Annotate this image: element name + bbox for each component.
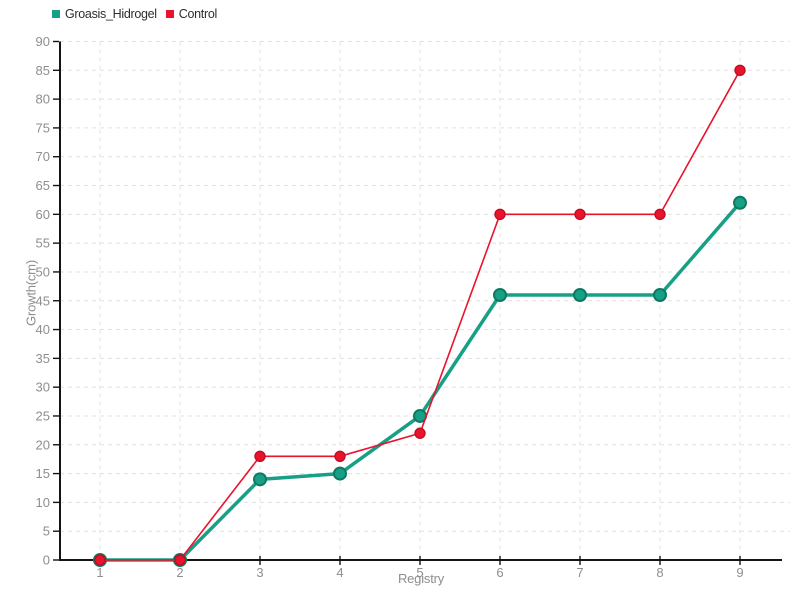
y-tick-label: 15	[36, 466, 50, 481]
legend-item-control[interactable]: Control	[165, 7, 218, 21]
gridlines	[60, 41, 790, 560]
y-tick-label: 90	[36, 34, 50, 49]
x-tick-label: 5	[416, 565, 423, 580]
x-tick-label: 2	[176, 565, 183, 580]
y-tick-label: 5	[43, 524, 50, 539]
y-axis-ticks: 0 5 10 15 20 25 30 35 40 45 50 55 60 65 70 75 80 85 90	[36, 34, 59, 568]
x-tick-label: 1	[96, 565, 103, 580]
y-tick-label: 25	[36, 408, 50, 423]
y-tick-label: 85	[36, 63, 50, 78]
x-tick-label: 6	[496, 565, 503, 580]
data-point-marker	[334, 450, 346, 462]
x-tick-label: 8	[656, 565, 663, 580]
y-tick-label: 45	[36, 293, 50, 308]
legend-item-groasis-hidrogel[interactable]: Groasis_Hidrogel	[52, 7, 157, 21]
data-point-marker	[653, 287, 667, 302]
legend-swatch-groasis-icon	[52, 10, 60, 18]
y-tick-label: 0	[43, 553, 50, 568]
data-point-marker	[574, 208, 586, 221]
legend-swatch-control-icon	[165, 10, 174, 18]
y-axis-title: Growth(cm)	[23, 260, 39, 326]
y-tick-label: 65	[36, 178, 50, 193]
y-tick-label: 50	[36, 264, 50, 279]
x-tick-label: 9	[736, 565, 743, 580]
x-tick-label: 4	[336, 565, 343, 580]
data-point-marker	[654, 208, 666, 221]
data-point-marker	[253, 472, 267, 487]
data-point-marker	[333, 466, 347, 481]
data-point-marker	[494, 208, 506, 221]
x-tick-label: 7	[576, 565, 583, 580]
legend-label-groasis: Groasis_Hidrogel	[65, 7, 157, 21]
data-point-marker	[254, 450, 266, 462]
y-tick-label: 60	[36, 207, 50, 222]
y-tick-label: 80	[36, 92, 50, 107]
y-tick-label: 70	[36, 149, 50, 164]
y-tick-label: 75	[36, 120, 50, 135]
x-axis-title: Registry	[397, 571, 445, 586]
y-tick-label: 55	[36, 236, 50, 251]
series-control	[94, 64, 746, 566]
data-point-marker	[94, 554, 106, 566]
data-point-marker	[573, 287, 587, 302]
chart-legend: Groasis_Hidrogel Control	[52, 7, 217, 21]
y-tick-label: 30	[36, 380, 50, 395]
y-tick-label: 35	[36, 351, 50, 366]
y-tick-label: 10	[36, 495, 50, 510]
x-tick-label: 3	[256, 565, 263, 580]
y-tick-label: 20	[36, 437, 50, 452]
data-point-marker	[734, 64, 746, 77]
data-point-marker	[414, 427, 426, 439]
data-point-marker	[174, 554, 186, 566]
data-point-marker	[493, 287, 507, 302]
y-tick-label: 40	[36, 322, 50, 337]
data-point-marker	[733, 195, 747, 210]
legend-label-control: Control	[178, 7, 218, 21]
